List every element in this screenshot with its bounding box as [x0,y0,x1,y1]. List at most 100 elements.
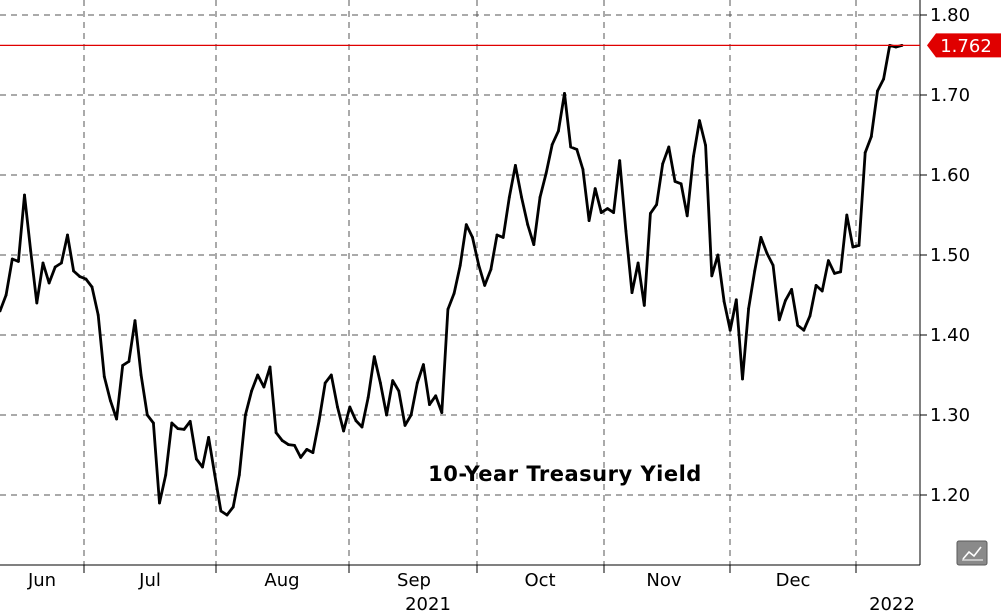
data-point [673,180,677,183]
data-point [244,413,247,417]
data-point [557,129,560,133]
last-value-label: 1.762 [940,36,992,57]
data-point [428,403,431,406]
data-point [348,405,352,409]
data-point [311,451,315,454]
data-point [624,229,628,233]
data-point [520,196,523,199]
data-point [379,381,382,385]
data-point [784,299,787,302]
data-point [458,264,462,267]
data-point [47,281,51,285]
series-layer [0,44,904,517]
data-point [741,377,744,381]
data-point [869,135,873,139]
data-point [649,212,652,215]
data-point [802,328,806,332]
data-point [121,364,125,367]
data-point [845,213,849,217]
data-point [237,473,241,477]
y-tick-label: 1.40 [930,325,970,346]
x-year-label: 2022 [869,594,915,615]
data-point [305,448,309,451]
data-point [53,265,57,269]
data-point [851,245,855,249]
data-point [593,187,597,191]
data-point [397,389,401,393]
data-point [213,473,217,477]
data-point [820,289,824,293]
data-point [501,236,505,239]
data-point [66,233,69,237]
data-point [201,465,204,469]
data-point [164,473,168,477]
x-tick-label: Dec [776,570,811,591]
data-point [354,419,358,422]
data-point [293,444,296,447]
data-point [96,313,100,317]
data-point [127,360,131,363]
x-tick-label: Nov [646,570,681,591]
data-point [550,143,554,147]
data-point [152,421,155,425]
data-point [464,223,468,227]
data-point [581,168,585,171]
data-point [747,307,750,310]
data-point [882,77,885,81]
data-point [72,269,75,273]
data-point [710,274,714,278]
data-point [569,145,573,149]
data-point [336,405,339,409]
data-point [250,389,254,393]
last-value-marker: 1.762 [0,33,1001,58]
data-point [839,270,842,274]
data-point [256,373,260,377]
data-point [563,92,566,95]
data-point [796,324,800,327]
data-point [280,439,284,442]
data-point [495,233,499,237]
data-point [342,429,345,433]
data-point [434,394,438,398]
data-point [833,272,836,275]
data-point [716,253,720,257]
chart-options-icon[interactable] [956,540,988,566]
y-tick-label: 1.70 [930,85,970,106]
x-tick-label: Jul [138,570,161,591]
data-point [698,119,701,122]
data-point [4,293,8,297]
y-tick-label: 1.30 [930,405,970,426]
data-point [385,413,388,417]
data-point [808,314,812,318]
data-point [734,298,738,302]
data-point [323,381,327,385]
y-tick-label: 1.80 [930,5,970,26]
data-point [661,162,665,166]
data-point [391,379,395,382]
data-point [41,261,45,265]
data-point [765,252,769,255]
data-point [195,457,198,461]
chart-annotation: 10-Year Treasury Yield [428,462,702,486]
data-point [372,355,376,358]
data-point [170,421,174,425]
data-point [544,172,548,175]
data-point [532,243,536,247]
data-point [109,399,112,402]
data-point [90,285,94,289]
data-point [145,413,149,417]
data-point [115,417,118,421]
data-point [10,257,14,261]
yield-series-line [0,44,903,517]
data-point [133,319,137,322]
data-point [667,145,671,149]
data-point [60,261,63,265]
data-point [753,269,757,273]
x-tick-label: Jun [27,570,56,591]
data-point [207,436,211,439]
data-point [827,259,830,262]
data-point [477,263,480,266]
data-point [23,193,26,197]
